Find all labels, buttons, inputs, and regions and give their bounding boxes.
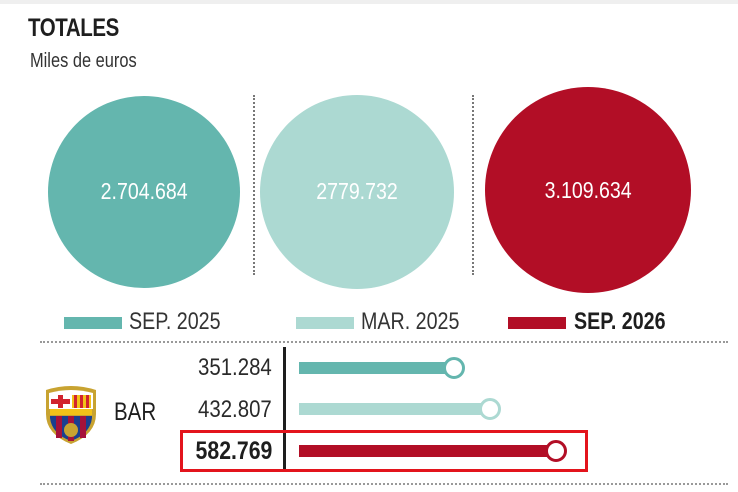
legend-label: SEP. 2025 — [129, 308, 221, 335]
bar-sep-2026 — [299, 440, 567, 462]
legend-swatch — [296, 317, 354, 329]
chart-subtitle: Miles de euros — [30, 50, 137, 72]
bubble-value: 2779.732 — [316, 178, 398, 205]
column-separator — [472, 95, 474, 275]
legend-swatch — [64, 317, 122, 329]
bubble-sep-2025: 2.704.684 — [47, 95, 241, 289]
chart-title: TOTALES — [28, 14, 119, 42]
bar-mar-2025 — [299, 398, 501, 420]
top-divider — [0, 0, 738, 4]
legend-label: SEP. 2026 — [574, 308, 666, 335]
bubble-sep-2026: 3.109.634 — [485, 87, 691, 293]
section-divider — [40, 483, 728, 485]
highlight-box — [180, 430, 588, 472]
bar-value-label: 351.284 — [198, 354, 272, 381]
bubble-mar-2025: 2779.732 — [259, 94, 455, 290]
team-label: BAR — [114, 398, 157, 426]
section-divider — [40, 341, 728, 343]
bar-value-label: 582.769 — [195, 437, 272, 465]
bar-end-marker — [442, 357, 465, 379]
bar-value-label: 432.807 — [198, 396, 272, 423]
bubble-value: 2.704.684 — [100, 178, 188, 205]
fc-barcelona-crest-icon — [46, 386, 96, 444]
bar-axis-line — [283, 347, 286, 471]
legend-label: MAR. 2025 — [361, 308, 460, 335]
bar-end-marker — [545, 440, 567, 462]
bar-end-marker — [478, 398, 501, 420]
column-separator — [253, 95, 255, 275]
legend-swatch — [508, 317, 566, 329]
bubble-value: 3.109.634 — [544, 176, 632, 203]
bar-sep-2025 — [299, 357, 465, 379]
